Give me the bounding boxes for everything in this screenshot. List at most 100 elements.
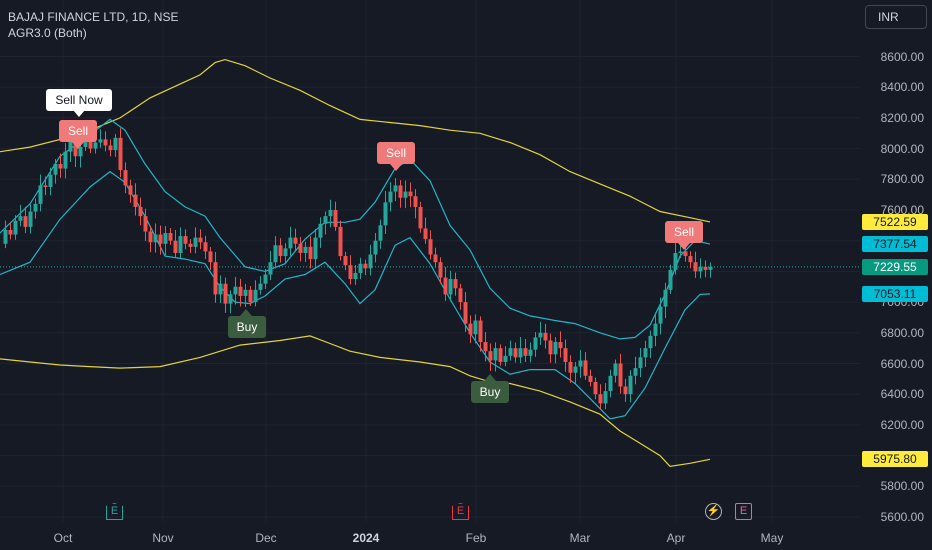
candle	[613, 359, 618, 383]
candle-body	[68, 140, 73, 152]
candle-body	[688, 256, 693, 263]
earnings-icon[interactable]: E	[735, 503, 752, 520]
candle	[588, 369, 593, 387]
candle-body	[658, 306, 663, 324]
candle-body	[583, 360, 588, 376]
candle-body	[698, 266, 703, 272]
candle	[228, 290, 233, 314]
price-axis-label: 6400.00	[880, 387, 924, 402]
candle	[198, 229, 203, 250]
candle	[188, 239, 193, 253]
currency-selector[interactable]: INR	[865, 5, 927, 29]
candle	[673, 242, 678, 275]
candle-body	[623, 386, 628, 395]
sell-now-label[interactable]: Sell Now	[46, 89, 112, 111]
candle-body	[363, 263, 368, 269]
candle-body	[398, 185, 403, 198]
candle	[133, 183, 138, 216]
candle-body	[608, 375, 613, 392]
candle	[328, 199, 333, 228]
price-axis-label: 8600.00	[880, 49, 924, 64]
candle-body	[423, 228, 428, 240]
candle-body	[38, 185, 43, 204]
earnings-icon[interactable]: E	[106, 503, 123, 520]
symbol-title[interactable]: BAJAJ FINANCE LTD, 1D, NSE	[8, 10, 179, 24]
candle	[383, 190, 388, 234]
candle-body	[253, 289, 258, 303]
earnings-icon[interactable]: E	[452, 503, 469, 520]
price-tag: 7229.55	[862, 258, 928, 275]
candle	[233, 276, 238, 305]
indicator-label[interactable]: AGR3.0 (Both)	[8, 26, 87, 40]
candle	[208, 246, 213, 271]
candle	[43, 176, 48, 195]
candle-body	[228, 294, 233, 304]
candle-body	[393, 185, 398, 192]
candle-body	[548, 340, 553, 355]
candle-body	[578, 360, 583, 367]
upper-inner-band	[0, 118, 711, 340]
candle	[508, 340, 513, 361]
price-axis-label: 8000.00	[880, 141, 924, 156]
candle-body	[643, 348, 648, 358]
candle	[318, 217, 323, 248]
sell-signal-1[interactable]: Sell	[59, 120, 97, 142]
candle	[553, 337, 558, 364]
candle	[153, 223, 158, 253]
candle	[203, 235, 208, 259]
candle	[343, 251, 348, 271]
candle-body	[648, 335, 653, 349]
candle	[273, 236, 278, 269]
candle-body	[498, 348, 503, 362]
candle-body	[8, 229, 13, 235]
candle	[278, 238, 283, 263]
candle-body	[243, 289, 248, 296]
candle	[118, 128, 123, 178]
candle-body	[538, 332, 543, 338]
candle-body	[338, 226, 343, 257]
candle-body	[93, 142, 98, 149]
candle	[563, 339, 568, 372]
candle-body	[308, 246, 313, 260]
candle	[573, 361, 578, 384]
candle	[303, 241, 308, 262]
candle-body	[418, 206, 423, 229]
candle-body	[523, 348, 528, 356]
candle	[58, 153, 63, 178]
candle-body	[173, 240, 178, 253]
candle	[53, 159, 58, 184]
candle-body	[313, 237, 318, 260]
candle	[143, 208, 148, 242]
candle-body	[48, 174, 53, 187]
candle-body	[483, 342, 488, 352]
buy-signal-1[interactable]: Buy	[228, 316, 266, 338]
sell-signal-2[interactable]: Sell	[377, 142, 415, 164]
candle-body	[703, 266, 708, 270]
candle	[338, 220, 343, 261]
candle-body	[18, 216, 23, 221]
candle-body	[213, 262, 218, 295]
candle-body	[343, 256, 348, 266]
flash-icon[interactable]: ⚡	[705, 503, 722, 520]
candle-body	[593, 381, 598, 395]
buy-signal-2[interactable]: Buy	[471, 381, 509, 403]
candle	[458, 283, 463, 310]
price-axis-label: 6600.00	[880, 356, 924, 371]
price-axis-label: 6800.00	[880, 325, 924, 340]
candle	[423, 217, 428, 244]
candle-body	[238, 286, 243, 296]
candle	[8, 222, 13, 240]
candle-body	[438, 262, 443, 278]
candle-body	[298, 243, 303, 253]
candle	[308, 236, 313, 269]
candle-body	[193, 237, 198, 247]
price-axis-label: 7800.00	[880, 172, 924, 187]
candle	[298, 236, 303, 262]
candle	[628, 370, 633, 403]
candle	[48, 167, 53, 196]
sell-signal-3[interactable]: Sell	[665, 221, 703, 243]
candle-body	[653, 323, 658, 336]
candle-body	[638, 357, 643, 369]
candle-body	[258, 283, 263, 290]
